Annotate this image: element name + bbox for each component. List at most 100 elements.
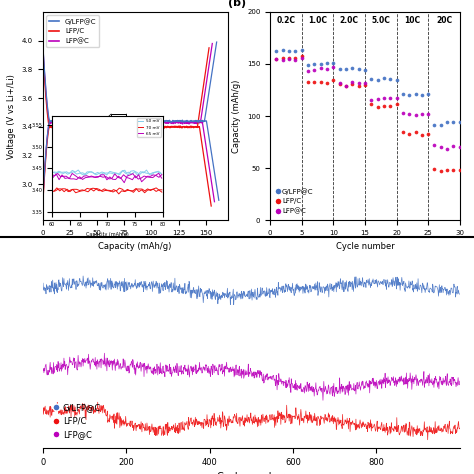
Point [348,78,356,85]
Point [456,166,464,173]
Point [304,78,312,86]
Point [412,91,419,98]
Point [361,79,369,87]
Point [298,53,306,60]
Point [386,102,394,110]
Point [431,121,438,129]
Point [399,91,407,98]
Point [418,110,426,118]
Point [304,61,312,69]
Point [431,165,438,173]
Point [304,67,312,75]
X-axis label: Cycle number: Cycle number [217,472,285,474]
Point [367,75,375,83]
Point [380,94,388,101]
Point [450,142,457,150]
Point [310,78,318,85]
X-axis label: Capacity (mAh/g): Capacity (mAh/g) [99,242,172,251]
Point [361,66,369,73]
Point [367,100,375,108]
Point [412,111,419,119]
Point [393,94,401,102]
Point [405,110,413,118]
Y-axis label: Voltage (V vs Li+/Li): Voltage (V vs Li+/Li) [7,73,16,159]
Bar [111,114,127,130]
Point [418,131,426,139]
Point [386,94,394,102]
Text: 5.0C: 5.0C [371,16,390,25]
Point [380,74,388,82]
Point [374,95,382,102]
Point [323,65,331,73]
Point [431,142,438,149]
X-axis label: Cycle number: Cycle number [336,242,394,251]
Point [323,79,331,86]
Point [336,81,344,88]
Point [405,91,413,99]
Point [273,55,280,62]
Point [298,55,306,62]
Point [367,96,375,104]
Point [386,75,394,83]
Text: 0.2C: 0.2C [276,16,295,25]
Point [393,76,401,83]
Point [443,145,451,152]
Point [348,80,356,87]
Point [285,55,293,63]
Y-axis label: Capacity (mAh/g): Capacity (mAh/g) [232,80,241,153]
Point [323,59,331,67]
Legend: G/LFP@C, LFP/C, LFP@C: G/LFP@C, LFP/C, LFP@C [273,185,316,217]
Point [361,82,369,89]
Point [380,102,388,110]
Point [317,60,325,68]
Point [292,55,299,62]
Point [273,55,280,63]
Point [355,79,363,86]
Point [456,118,464,126]
Point [437,121,445,128]
Point [310,66,318,74]
Point [450,118,457,126]
Point [317,64,325,72]
Point [285,47,293,55]
Point [348,64,356,72]
Point [450,166,457,174]
Point [393,100,401,108]
Point [298,46,306,54]
Point [310,60,318,68]
Point [342,65,350,73]
Point [292,56,299,64]
Point [355,65,363,73]
Point [279,55,287,62]
Point [329,76,337,83]
Point [424,90,432,98]
Point [329,60,337,67]
Text: 20C: 20C [436,16,452,25]
Point [437,167,445,174]
Text: 2.0C: 2.0C [340,16,359,25]
Point [336,65,344,73]
Text: 10C: 10C [404,16,420,25]
Point [424,130,432,138]
Text: 1.0C: 1.0C [308,16,327,25]
Point [374,103,382,110]
Point [456,143,464,150]
Legend: G/LFP@C, LFP/C, LFP@C: G/LFP@C, LFP/C, LFP@C [51,400,104,442]
Text: (b): (b) [228,0,246,8]
Point [399,128,407,136]
Point [405,130,413,137]
Legend: G/LFP@C, LFP/C, LFP@C: G/LFP@C, LFP/C, LFP@C [46,15,99,47]
Point [342,82,350,90]
Point [424,109,432,117]
Point [443,166,451,174]
Point [279,56,287,64]
Point [342,82,350,90]
Point [292,47,299,55]
Point [285,55,293,62]
Point [317,78,325,86]
Point [336,79,344,87]
Point [418,91,426,99]
Point [412,128,419,136]
Point [437,144,445,151]
Point [443,118,451,126]
